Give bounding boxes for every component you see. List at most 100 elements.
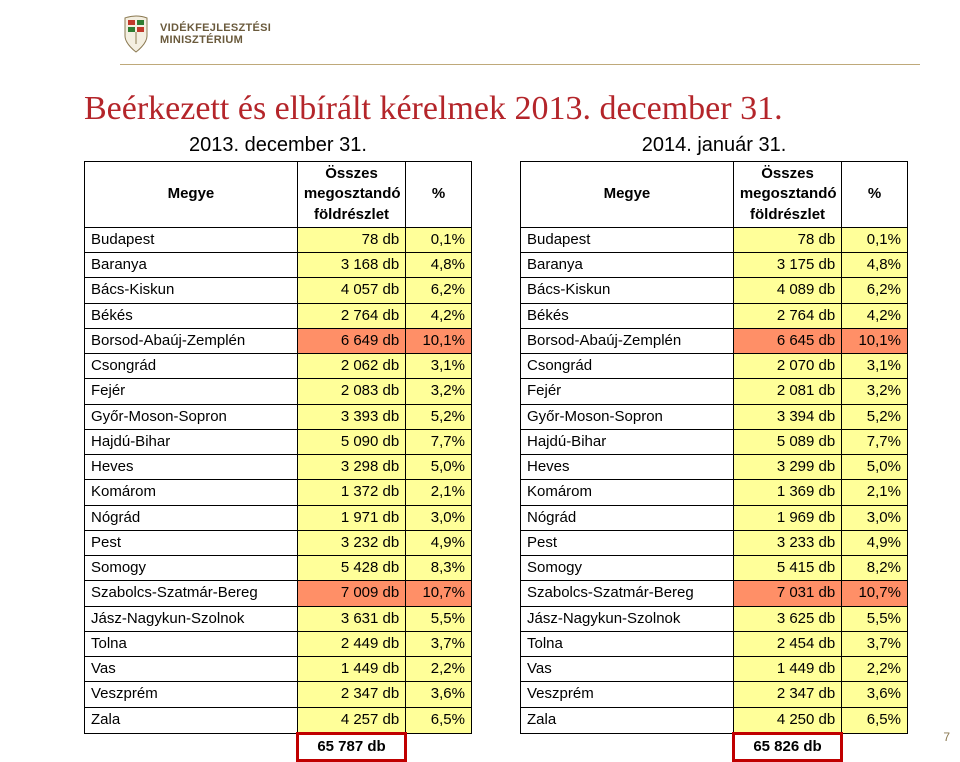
cell-name: Heves xyxy=(521,455,734,480)
cell-name: Baranya xyxy=(521,253,734,278)
total-empty xyxy=(85,733,298,760)
table-row: Győr-Moson-Sopron3 393 db5,2% xyxy=(85,404,472,429)
right-column: 2014. január 31. Megye Összes megosztand… xyxy=(520,134,908,762)
cell-value: 3 298 db xyxy=(297,455,405,480)
th-pct: % xyxy=(842,162,908,228)
cell-pct: 3,7% xyxy=(406,631,472,656)
cell-pct: 10,7% xyxy=(406,581,472,606)
th-megye: Megye xyxy=(85,162,298,228)
th-megye: Megye xyxy=(521,162,734,228)
cell-value: 1 971 db xyxy=(297,505,405,530)
cell-value: 6 645 db xyxy=(733,328,841,353)
cell-name: Bács-Kiskun xyxy=(85,278,298,303)
table-row: Pest3 233 db4,9% xyxy=(521,530,908,555)
cell-name: Zala xyxy=(85,707,298,733)
cell-pct: 5,2% xyxy=(842,404,908,429)
right-table: Megye Összes megosztandó földrészlet % B… xyxy=(520,161,908,762)
cell-value: 3 625 db xyxy=(733,606,841,631)
table-row: Nógrád1 971 db3,0% xyxy=(85,505,472,530)
cell-value: 4 257 db xyxy=(297,707,405,733)
table-row: Heves3 298 db5,0% xyxy=(85,455,472,480)
table-header-row: Megye Összes megosztandó földrészlet % xyxy=(521,162,908,228)
cell-pct: 6,5% xyxy=(842,707,908,733)
cell-name: Heves xyxy=(85,455,298,480)
cell-value: 5 089 db xyxy=(733,429,841,454)
cell-pct: 10,1% xyxy=(406,328,472,353)
cell-name: Tolna xyxy=(85,631,298,656)
cell-pct: 6,2% xyxy=(406,278,472,303)
cell-pct: 0,1% xyxy=(842,227,908,252)
cell-pct: 10,1% xyxy=(842,328,908,353)
cell-name: Hajdú-Bihar xyxy=(85,429,298,454)
cell-pct: 4,2% xyxy=(842,303,908,328)
th-osszes: Összes megosztandó földrészlet xyxy=(297,162,405,228)
cell-name: Komárom xyxy=(521,480,734,505)
cell-value: 5 415 db xyxy=(733,556,841,581)
table-row: Békés2 764 db4,2% xyxy=(521,303,908,328)
logo-line2: MINISZTÉRIUM xyxy=(160,34,271,46)
tables-wrap: 2013. december 31. Megye Összes megoszta… xyxy=(84,134,908,762)
page-title: Beérkezett és elbírált kérelmek 2013. de… xyxy=(84,90,783,128)
table-row: Baranya3 168 db4,8% xyxy=(85,253,472,278)
table-row: Zala4 250 db6,5% xyxy=(521,707,908,733)
table-row: Győr-Moson-Sopron3 394 db5,2% xyxy=(521,404,908,429)
cell-name: Jász-Nagykun-Szolnok xyxy=(521,606,734,631)
page-number: 7 xyxy=(943,730,950,744)
table-row: Komárom1 372 db2,1% xyxy=(85,480,472,505)
table-row: Szabolcs-Szatmár-Bereg7 031 db10,7% xyxy=(521,581,908,606)
table-row: Tolna2 454 db3,7% xyxy=(521,631,908,656)
th-pct: % xyxy=(406,162,472,228)
cell-value: 3 175 db xyxy=(733,253,841,278)
cell-pct: 6,5% xyxy=(406,707,472,733)
cell-value: 3 299 db xyxy=(733,455,841,480)
cell-name: Vas xyxy=(85,657,298,682)
logo-line1: VIDÉKFEJLESZTÉSI xyxy=(160,22,271,34)
cell-name: Vas xyxy=(521,657,734,682)
table-row: Baranya3 175 db4,8% xyxy=(521,253,908,278)
left-subtitle: 2013. december 31. xyxy=(84,134,472,157)
cell-value: 4 089 db xyxy=(733,278,841,303)
cell-name: Komárom xyxy=(85,480,298,505)
table-row: Somogy5 428 db8,3% xyxy=(85,556,472,581)
table-row: Bács-Kiskun4 057 db6,2% xyxy=(85,278,472,303)
table-row: Veszprém2 347 db3,6% xyxy=(85,682,472,707)
table-row: Pest3 232 db4,9% xyxy=(85,530,472,555)
cell-value: 78 db xyxy=(297,227,405,252)
table-row: Komárom1 369 db2,1% xyxy=(521,480,908,505)
table-row: Bács-Kiskun4 089 db6,2% xyxy=(521,278,908,303)
cell-pct: 3,0% xyxy=(842,505,908,530)
cell-pct: 5,5% xyxy=(842,606,908,631)
cell-name: Csongrád xyxy=(85,354,298,379)
table-row: Hajdú-Bihar5 090 db7,7% xyxy=(85,429,472,454)
total-empty xyxy=(406,733,472,760)
cell-name: Somogy xyxy=(521,556,734,581)
cell-name: Hajdú-Bihar xyxy=(521,429,734,454)
cell-value: 78 db xyxy=(733,227,841,252)
cell-pct: 4,2% xyxy=(406,303,472,328)
cell-name: Borsod-Abaúj-Zemplén xyxy=(521,328,734,353)
right-subtitle: 2014. január 31. xyxy=(520,134,908,157)
cell-name: Békés xyxy=(85,303,298,328)
cell-value: 1 449 db xyxy=(297,657,405,682)
table-row: Heves3 299 db5,0% xyxy=(521,455,908,480)
cell-value: 3 394 db xyxy=(733,404,841,429)
cell-pct: 3,2% xyxy=(842,379,908,404)
total-value: 65 826 db xyxy=(733,733,841,760)
cell-pct: 2,1% xyxy=(842,480,908,505)
cell-pct: 8,2% xyxy=(842,556,908,581)
cell-pct: 4,8% xyxy=(842,253,908,278)
cell-name: Bács-Kiskun xyxy=(521,278,734,303)
table-row: Szabolcs-Szatmár-Bereg7 009 db10,7% xyxy=(85,581,472,606)
cell-name: Veszprém xyxy=(521,682,734,707)
cell-name: Jász-Nagykun-Szolnok xyxy=(85,606,298,631)
cell-pct: 3,7% xyxy=(842,631,908,656)
cell-value: 2 081 db xyxy=(733,379,841,404)
cell-value: 2 083 db xyxy=(297,379,405,404)
cell-pct: 6,2% xyxy=(842,278,908,303)
cell-name: Békés xyxy=(521,303,734,328)
cell-pct: 2,2% xyxy=(406,657,472,682)
total-row: 65 787 db xyxy=(85,733,472,760)
cell-pct: 3,6% xyxy=(406,682,472,707)
cell-pct: 5,5% xyxy=(406,606,472,631)
cell-pct: 0,1% xyxy=(406,227,472,252)
